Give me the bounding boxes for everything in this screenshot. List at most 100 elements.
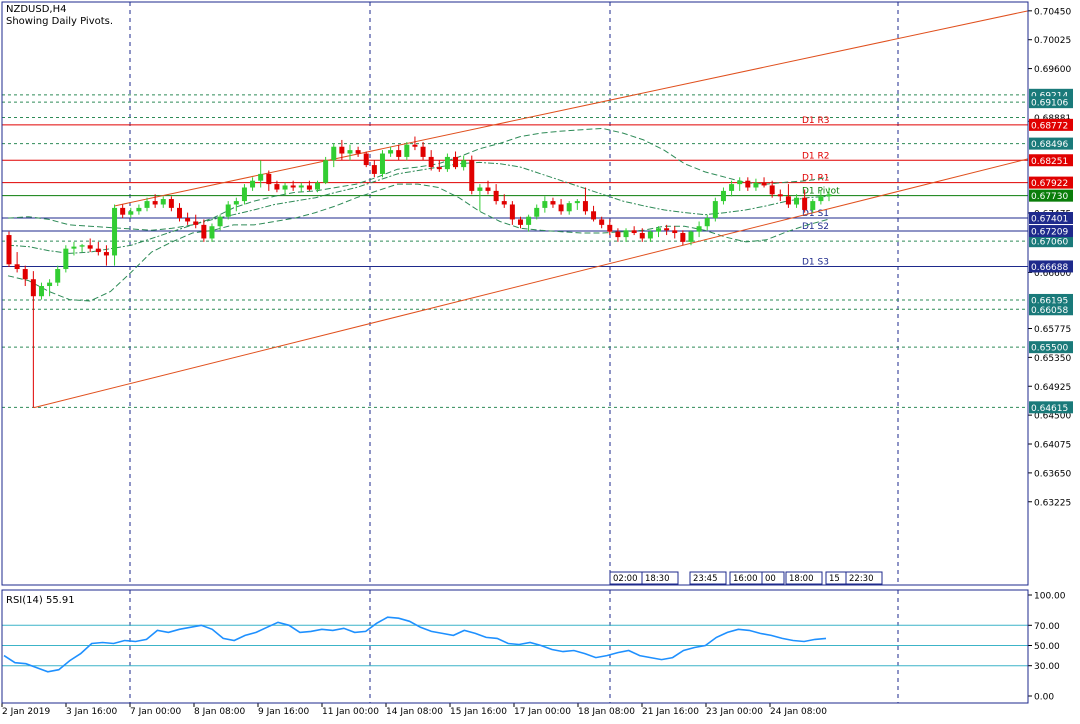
candle-bull <box>737 180 743 185</box>
candle-bull <box>217 216 223 227</box>
candle-bull <box>331 146 337 161</box>
level-badge <box>1029 303 1073 316</box>
candle-bear <box>761 182 767 186</box>
candle-bull <box>566 203 572 212</box>
time-box-label: 22:30 <box>849 574 874 584</box>
candle-bull <box>323 160 329 183</box>
candle-bull <box>71 246 77 249</box>
level-badge-text: 0.66195 <box>1031 296 1068 306</box>
candle-bull <box>753 182 759 188</box>
candle-bear <box>509 204 515 220</box>
x-tick-label: 9 Jan 16:00 <box>258 707 310 717</box>
candle-bear <box>745 180 751 188</box>
pivot-badge <box>1029 225 1073 238</box>
pivot-label: D1 R2 <box>802 151 830 161</box>
candle-bull <box>794 197 800 205</box>
x-tick-label: 17 Jan 00:00 <box>514 707 571 717</box>
price-tick-label: 0.64500 <box>1034 412 1071 422</box>
candle-bull <box>696 226 702 232</box>
candle-bear <box>517 219 523 225</box>
candle-bull <box>379 153 385 174</box>
candle-bear <box>95 248 101 253</box>
level-badge-text: 0.67060 <box>1031 238 1068 248</box>
candle-bull <box>63 248 69 270</box>
candle-bull <box>225 204 231 217</box>
candle-bear <box>777 194 783 197</box>
rsi-tick-label: 0.00 <box>1034 693 1054 703</box>
time-box-label: 23:45 <box>693 574 718 584</box>
candle-bull <box>688 231 694 242</box>
candle-bear <box>558 204 564 212</box>
candle-bull <box>826 194 832 197</box>
candle-bear <box>185 218 191 222</box>
candle-bull <box>160 199 166 205</box>
pivot-label: D1 S3 <box>802 257 829 267</box>
price-tick-label: 0.69600 <box>1034 65 1071 75</box>
candle-bear <box>87 245 93 249</box>
x-tick-label: 21 Jan 16:00 <box>642 707 699 717</box>
rsi-tick-label: 30.00 <box>1034 662 1060 672</box>
candle-bear <box>193 221 199 225</box>
pivot-label: D1 S2 <box>802 222 829 232</box>
candle-bull <box>712 201 718 219</box>
rsi-tick-label: 50.00 <box>1034 642 1060 652</box>
candle-bear <box>266 173 272 185</box>
symbol-label: NZDUSD,H4 <box>6 4 66 15</box>
candle-bull <box>574 201 580 204</box>
candle-bear <box>355 150 361 154</box>
pivot-label: D1 R1 <box>802 174 830 184</box>
time-box <box>689 571 727 585</box>
candle-bull <box>38 286 44 297</box>
candle-bear <box>615 231 621 238</box>
candle-bull <box>818 196 824 202</box>
candle-bear <box>201 224 207 239</box>
level-badge-text: 0.65500 <box>1031 344 1068 354</box>
candle-bear <box>664 228 670 231</box>
time-box-label: 00 <box>765 574 776 584</box>
candle-bear <box>176 207 182 219</box>
level-badge <box>1029 96 1073 109</box>
time-box <box>761 571 785 585</box>
candle-bear <box>22 269 28 280</box>
time-box-label: 16:00 <box>733 574 758 584</box>
candle-bull <box>128 211 134 215</box>
candle-bear <box>420 146 426 157</box>
bollinger-upper <box>7 127 829 231</box>
candle-bear <box>582 201 588 212</box>
time-box <box>845 571 883 585</box>
time-box <box>641 571 679 585</box>
candle-bear <box>274 184 280 190</box>
candle-bear <box>550 201 556 205</box>
candle-bear <box>469 160 475 191</box>
pivot-badge <box>1029 176 1073 189</box>
pivot-badge-text: 0.68251 <box>1031 157 1068 167</box>
level-badge-text: 0.66058 <box>1031 306 1068 316</box>
candle-bull <box>298 185 304 188</box>
candle-bear <box>412 144 418 147</box>
main-plot-border <box>1 1 1029 586</box>
candle-bear <box>591 211 597 220</box>
candle-bull <box>282 185 288 190</box>
candle-bear <box>103 252 109 256</box>
candle-bear <box>14 264 20 270</box>
pivot-badge-text: 0.67209 <box>1031 228 1068 238</box>
pivot-badge-text: 0.68772 <box>1031 121 1068 131</box>
x-tick-label: 11 Jan 00:00 <box>322 707 379 717</box>
price-tick-label: 0.70025 <box>1034 36 1071 46</box>
candle-bull <box>144 201 150 208</box>
pivot-badge-text: 0.67401 <box>1031 215 1068 225</box>
level-badge-text: 0.68496 <box>1031 140 1068 150</box>
candle-bear <box>769 185 775 195</box>
candle-bull <box>542 201 548 208</box>
time-box-label: 15 <box>829 574 840 584</box>
price-tick-label: 0.64075 <box>1034 441 1071 451</box>
candle-bear <box>339 146 345 154</box>
candle-bull <box>534 207 540 217</box>
time-box <box>785 571 823 585</box>
candle-bear <box>396 150 402 157</box>
pivot-badge <box>1029 154 1073 167</box>
candle-bull <box>623 230 629 238</box>
level-badge <box>1029 137 1073 150</box>
